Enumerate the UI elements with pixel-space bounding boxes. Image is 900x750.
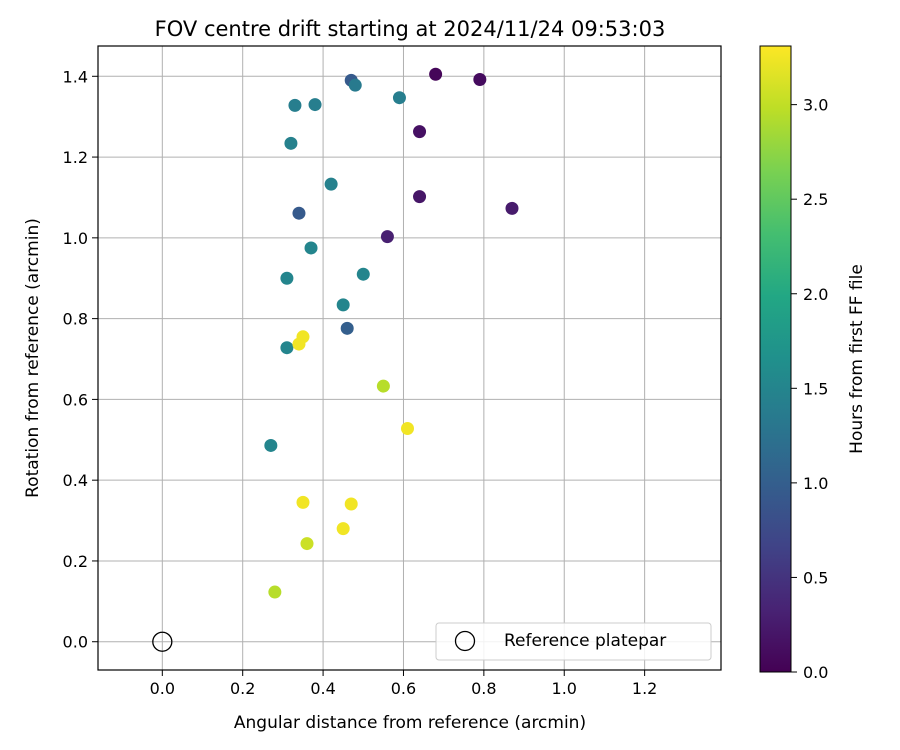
data-point xyxy=(304,241,318,255)
data-point xyxy=(340,321,354,335)
x-tick-label: 0.6 xyxy=(391,679,416,698)
x-axis-label: Angular distance from reference (arcmin) xyxy=(234,713,586,733)
data-point xyxy=(308,98,322,112)
data-point xyxy=(296,495,310,509)
colorbar-tick-label: 0.0 xyxy=(803,663,828,682)
x-tick-label: 0.0 xyxy=(150,679,175,698)
data-point xyxy=(280,341,294,355)
reference-marker-layer xyxy=(152,631,173,652)
x-tick-label: 1.0 xyxy=(552,679,577,698)
y-tick-label: 1.0 xyxy=(63,229,88,248)
colorbar-tick-label: 1.5 xyxy=(803,379,828,398)
data-point xyxy=(392,91,406,105)
reference-platepar-marker xyxy=(152,631,173,652)
colorbar-tick-label: 0.5 xyxy=(803,568,828,587)
data-point xyxy=(264,438,278,452)
x-tick-label: 0.4 xyxy=(310,679,335,698)
data-point xyxy=(473,73,487,87)
data-point xyxy=(380,230,394,244)
data-point xyxy=(284,136,298,150)
colorbar-tick-label: 2.0 xyxy=(803,285,828,304)
data-point xyxy=(292,206,306,220)
data-point xyxy=(505,201,519,215)
y-tick-label: 0.6 xyxy=(63,390,88,409)
plot-frame xyxy=(97,45,722,671)
data-point xyxy=(429,67,443,81)
y-axis-label: Rotation from reference (arcmin) xyxy=(23,218,43,498)
legend: Reference platepar xyxy=(435,622,712,661)
y-tick-label: 0.0 xyxy=(63,633,88,652)
data-points xyxy=(264,67,519,599)
data-point xyxy=(288,98,302,112)
y-tick-label: 1.2 xyxy=(63,148,88,167)
y-tick-label: 0.2 xyxy=(63,552,88,571)
data-point xyxy=(268,585,282,599)
data-point xyxy=(376,379,390,393)
colorbar-ticks: 0.0 0.5 1.0 1.5 2.0 2.5 3.0 xyxy=(791,96,828,682)
data-point xyxy=(336,298,350,312)
x-axis-ticks: 0.0 0.2 0.4 0.6 0.8 1.0 1.2 xyxy=(150,670,657,698)
colorbar-tick-label: 3.0 xyxy=(803,96,828,115)
x-tick-label: 1.2 xyxy=(632,679,657,698)
y-tick-label: 0.4 xyxy=(63,471,88,490)
data-point xyxy=(292,337,306,351)
colorbar xyxy=(759,45,792,673)
data-point xyxy=(344,497,358,511)
chart-title: FOV centre drift starting at 2024/11/24 … xyxy=(155,17,666,41)
data-point xyxy=(413,190,427,204)
data-point xyxy=(280,271,294,285)
legend-marker-icon xyxy=(454,630,476,652)
x-tick-label: 0.2 xyxy=(230,679,255,698)
colorbar-label: Hours from first FF file xyxy=(847,264,867,454)
y-tick-label: 0.8 xyxy=(63,310,88,329)
data-point xyxy=(300,537,314,551)
x-tick-label: 0.8 xyxy=(471,679,496,698)
data-point xyxy=(413,125,427,139)
colorbar-tick-label: 1.0 xyxy=(803,474,828,493)
data-point xyxy=(324,177,338,191)
data-point xyxy=(348,78,362,92)
legend-box xyxy=(435,622,712,661)
grid-lines xyxy=(98,46,721,670)
y-axis-ticks: 0.0 0.2 0.4 0.6 0.8 1.0 1.2 1.4 xyxy=(63,67,98,652)
data-point xyxy=(356,267,370,281)
colorbar-tick-label: 2.5 xyxy=(803,190,828,209)
legend-label: Reference platepar xyxy=(504,631,666,651)
data-point xyxy=(336,522,350,536)
data-point xyxy=(400,421,414,435)
y-tick-label: 1.4 xyxy=(63,67,88,86)
